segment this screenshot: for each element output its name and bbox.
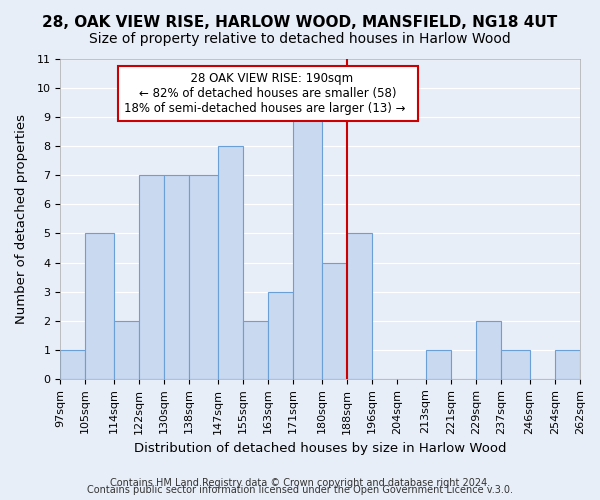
Bar [268,292,293,379]
Text: Contains HM Land Registry data © Crown copyright and database right 2024.: Contains HM Land Registry data © Crown c… [110,478,490,488]
Bar [293,117,322,379]
Bar [322,262,347,379]
Bar [347,234,372,379]
Bar [189,176,218,379]
X-axis label: Distribution of detached houses by size in Harlow Wood: Distribution of detached houses by size … [134,442,506,455]
Text: 28 OAK VIEW RISE: 190sqm
← 82% of detached houses are smaller (58)
18% of semi-d: 28 OAK VIEW RISE: 190sqm ← 82% of detach… [124,72,413,116]
Bar [139,176,164,379]
Text: Contains public sector information licensed under the Open Government Licence v.: Contains public sector information licen… [87,485,513,495]
Bar [60,350,85,379]
Bar [555,350,580,379]
Bar [243,320,268,379]
Bar [425,350,451,379]
Bar [476,320,501,379]
Bar [218,146,243,379]
Bar [501,350,530,379]
Bar [164,176,189,379]
Text: 28, OAK VIEW RISE, HARLOW WOOD, MANSFIELD, NG18 4UT: 28, OAK VIEW RISE, HARLOW WOOD, MANSFIEL… [43,15,557,30]
Bar [85,234,113,379]
Text: Size of property relative to detached houses in Harlow Wood: Size of property relative to detached ho… [89,32,511,46]
Bar [113,320,139,379]
Y-axis label: Number of detached properties: Number of detached properties [15,114,28,324]
